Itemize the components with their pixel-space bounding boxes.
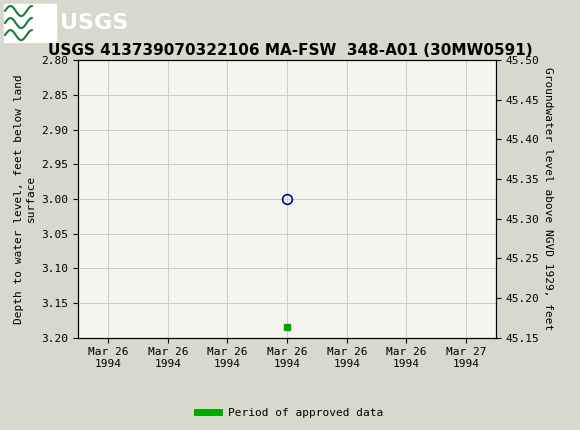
Text: USGS: USGS	[60, 13, 128, 33]
Text: USGS 413739070322106 MA-FSW  348-A01 (30MW0591): USGS 413739070322106 MA-FSW 348-A01 (30M…	[48, 43, 532, 58]
Legend: Period of approved data: Period of approved data	[193, 403, 387, 422]
Y-axis label: Groundwater level above NGVD 1929, feet: Groundwater level above NGVD 1929, feet	[543, 67, 553, 331]
Y-axis label: Depth to water level, feet below land
surface: Depth to water level, feet below land su…	[14, 74, 36, 324]
FancyBboxPatch shape	[4, 4, 56, 42]
